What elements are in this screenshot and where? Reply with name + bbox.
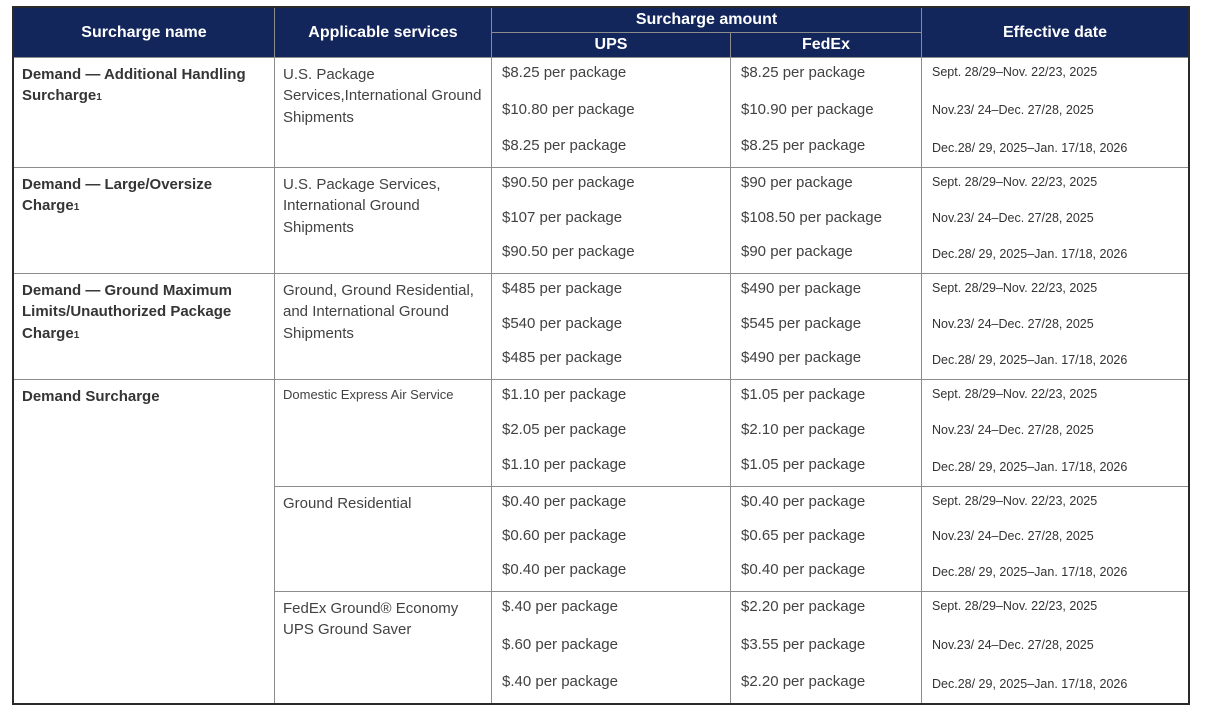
- header-fedex: FedEx: [731, 33, 922, 58]
- effective-date-cell: Sept. 28/29–Nov. 22/23, 2025 Nov.23/ 24–…: [922, 487, 1188, 592]
- fedex-amount: $2.20 per package: [741, 673, 866, 691]
- header-effective-date: Effective date: [922, 8, 1188, 58]
- footnote-marker: 1: [73, 329, 80, 341]
- row-name-ground-maximum-limits: Demand — Ground Maximum Limits/Unauthori…: [14, 274, 275, 380]
- ups-amount: $0.40 per package: [502, 561, 627, 579]
- ups-amount: $0.60 per package: [502, 527, 627, 545]
- effective-date-cell: Sept. 28/29–Nov. 22/23, 2025 Nov.23/ 24–…: [922, 380, 1188, 487]
- surcharge-table: Surcharge name Applicable services Surch…: [12, 6, 1190, 705]
- ups-amount-cell: $8.25 per package $10.80 per package $8.…: [492, 58, 731, 168]
- header-surcharge-name: Surcharge name: [14, 8, 275, 58]
- fedex-amount: $1.05 per package: [741, 386, 866, 403]
- row-services: FedEx Ground® Economy UPS Ground Saver: [275, 592, 492, 703]
- row-name-text: Demand — Large/Oversize Charge: [22, 176, 213, 215]
- effective-date-cell: Sept. 28/29–Nov. 22/23, 2025 Nov.23/ 24–…: [922, 274, 1188, 380]
- effective-date: Dec.28/ 29, 2025–Jan. 17/18, 2026: [932, 140, 1128, 155]
- ups-amount: $540 per package: [502, 314, 623, 332]
- fedex-amount: $490 per package: [741, 280, 862, 297]
- ups-amount: $.40 per package: [502, 673, 618, 691]
- row-services: U.S. Package Services, International Gro…: [275, 168, 492, 274]
- fedex-amount: $2.20 per package: [741, 598, 866, 615]
- fedex-amount-cell: $2.20 per package $3.55 per package $2.2…: [731, 592, 922, 703]
- ups-amount-cell: $.40 per package $.60 per package $.40 p…: [492, 592, 731, 703]
- effective-date: Sept. 28/29–Nov. 22/23, 2025: [932, 387, 1098, 401]
- row-name-large-oversize: Demand — Large/Oversize Charge1: [14, 168, 275, 274]
- fedex-amount: $0.65 per package: [741, 527, 866, 545]
- fedex-amount: $3.55 per package: [741, 635, 866, 653]
- fedex-amount: $90 per package: [741, 174, 853, 191]
- header-applicable-services: Applicable services: [275, 8, 492, 58]
- row-name-text: Demand Surcharge: [22, 388, 160, 405]
- ups-amount-cell: $485 per package $540 per package $485 p…: [492, 274, 731, 380]
- effective-date-cell: Sept. 28/29–Nov. 22/23, 2025 Nov.23/ 24–…: [922, 592, 1188, 703]
- row-services: Ground Residential: [275, 487, 492, 592]
- ups-amount-cell: $1.10 per package $2.05 per package $1.1…: [492, 380, 731, 487]
- fedex-amount: $0.40 per package: [741, 561, 866, 579]
- effective-date: Dec.28/ 29, 2025–Jan. 17/18, 2026: [932, 352, 1128, 367]
- fedex-amount-cell: $90 per package $108.50 per package $90 …: [731, 168, 922, 274]
- fedex-amount-cell: $0.40 per package $0.65 per package $0.4…: [731, 487, 922, 592]
- ups-amount: $485 per package: [502, 349, 623, 367]
- ups-amount-cell: $90.50 per package $107 per package $90.…: [492, 168, 731, 274]
- ups-amount: $2.05 per package: [502, 421, 627, 439]
- fedex-amount: $10.90 per package: [741, 100, 874, 118]
- effective-date: Nov.23/ 24–Dec. 27/28, 2025: [932, 102, 1094, 117]
- effective-date: Nov.23/ 24–Dec. 27/28, 2025: [932, 423, 1094, 438]
- fedex-amount: $490 per package: [741, 349, 862, 367]
- fedex-amount: $0.40 per package: [741, 493, 866, 510]
- ups-amount: $0.40 per package: [502, 493, 627, 510]
- ups-amount: $1.10 per package: [502, 386, 627, 403]
- row-services: Ground, Ground Residential, and Internat…: [275, 274, 492, 380]
- fedex-amount: $108.50 per package: [741, 208, 882, 226]
- row-name-additional-handling: Demand — Additional Handling Surcharge1: [14, 58, 275, 168]
- ups-amount: $.60 per package: [502, 635, 618, 653]
- ups-amount: $485 per package: [502, 280, 623, 297]
- fedex-amount: $90 per package: [741, 243, 853, 261]
- effective-date: Sept. 28/29–Nov. 22/23, 2025: [932, 494, 1098, 508]
- row-name-text: Demand — Ground Maximum Limits/Unauthori…: [22, 282, 233, 342]
- fedex-amount: $1.05 per package: [741, 456, 866, 474]
- header-ups: UPS: [492, 33, 731, 58]
- header-surcharge-amount: Surcharge amount: [492, 8, 922, 33]
- row-name-demand-surcharge: Demand Surcharge: [14, 380, 275, 703]
- effective-date-cell: Sept. 28/29–Nov. 22/23, 2025 Nov.23/ 24–…: [922, 168, 1188, 274]
- ups-amount: $90.50 per package: [502, 243, 635, 261]
- ups-amount: $8.25 per package: [502, 137, 627, 155]
- effective-date: Sept. 28/29–Nov. 22/23, 2025: [932, 65, 1098, 79]
- effective-date: Sept. 28/29–Nov. 22/23, 2025: [932, 175, 1098, 189]
- row-services: U.S. Package Services,International Grou…: [275, 58, 492, 168]
- footnote-marker: 1: [96, 92, 102, 104]
- effective-date: Nov.23/ 24–Dec. 27/28, 2025: [932, 637, 1094, 652]
- effective-date: Dec.28/ 29, 2025–Jan. 17/18, 2026: [932, 564, 1128, 579]
- fedex-amount: $545 per package: [741, 314, 862, 332]
- footnote-marker: 1: [73, 202, 80, 214]
- effective-date: Sept. 28/29–Nov. 22/23, 2025: [932, 599, 1098, 613]
- ups-amount: $107 per package: [502, 208, 623, 226]
- fedex-amount: $2.10 per package: [741, 421, 866, 439]
- fedex-amount: $8.25 per package: [741, 137, 866, 155]
- effective-date: Dec.28/ 29, 2025–Jan. 17/18, 2026: [932, 676, 1128, 691]
- effective-date: Nov.23/ 24–Dec. 27/28, 2025: [932, 210, 1094, 225]
- ups-amount-cell: $0.40 per package $0.60 per package $0.4…: [492, 487, 731, 592]
- ups-amount: $1.10 per package: [502, 456, 627, 474]
- row-services: Domestic Express Air Service: [275, 380, 492, 487]
- ups-amount: $90.50 per package: [502, 174, 635, 191]
- ups-amount: $10.80 per package: [502, 100, 635, 118]
- fedex-amount: $8.25 per package: [741, 64, 866, 81]
- effective-date: Dec.28/ 29, 2025–Jan. 17/18, 2026: [932, 246, 1128, 261]
- fedex-amount-cell: $1.05 per package $2.10 per package $1.0…: [731, 380, 922, 487]
- fedex-amount-cell: $8.25 per package $10.90 per package $8.…: [731, 58, 922, 168]
- ups-amount: $8.25 per package: [502, 64, 627, 81]
- effective-date: Sept. 28/29–Nov. 22/23, 2025: [932, 281, 1098, 295]
- effective-date: Dec.28/ 29, 2025–Jan. 17/18, 2026: [932, 459, 1128, 474]
- row-name-text: Demand — Additional Handling Surcharge: [22, 66, 246, 105]
- fedex-amount-cell: $490 per package $545 per package $490 p…: [731, 274, 922, 380]
- ups-amount: $.40 per package: [502, 598, 618, 615]
- effective-date-cell: Sept. 28/29–Nov. 22/23, 2025 Nov.23/ 24–…: [922, 58, 1188, 168]
- effective-date: Nov.23/ 24–Dec. 27/28, 2025: [932, 316, 1094, 331]
- effective-date: Nov.23/ 24–Dec. 27/28, 2025: [932, 529, 1094, 544]
